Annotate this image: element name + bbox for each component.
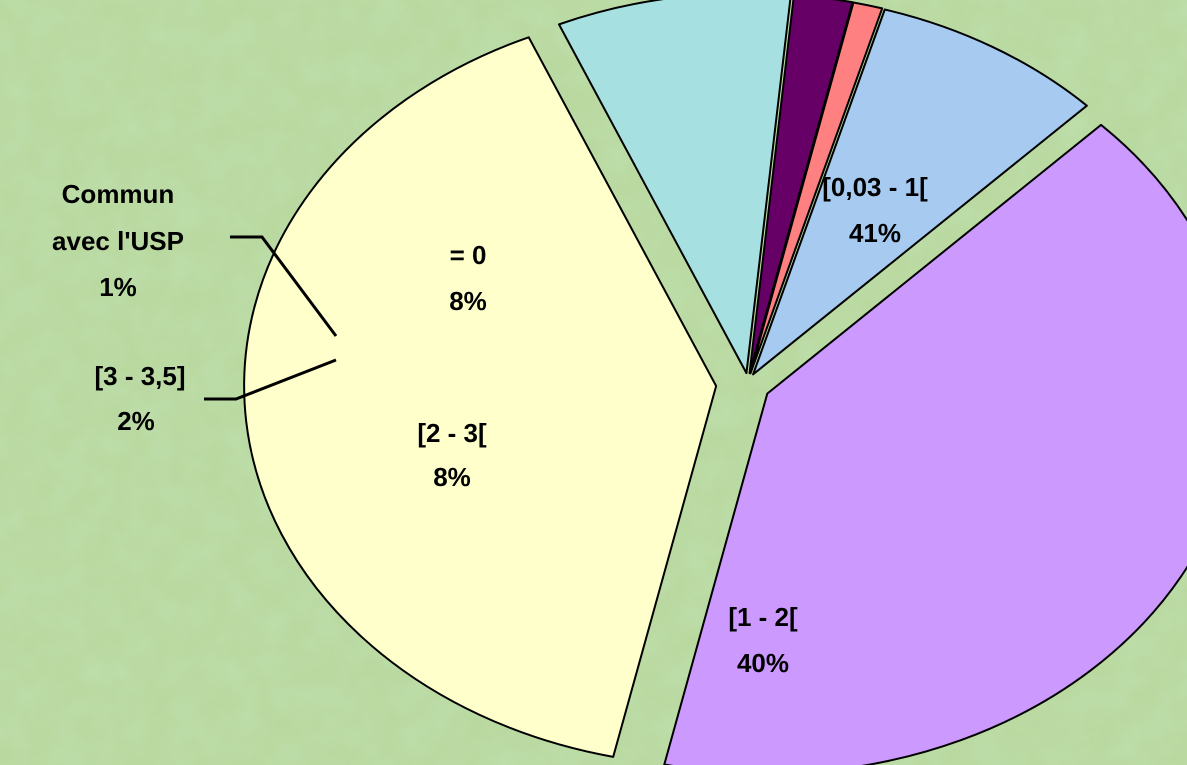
slice-percent-0-30-1: 41% xyxy=(849,218,901,248)
leader-lines xyxy=(204,235,338,401)
slice-percent-zero: 8% xyxy=(449,286,487,316)
slice-zero xyxy=(752,8,1088,376)
slice-label-1-2: [1 - 2[ xyxy=(728,602,798,632)
leader-line-commun xyxy=(230,235,338,337)
slice-label-3-3-5: [3 - 3,5] xyxy=(94,361,185,391)
slice-commun xyxy=(749,1,884,375)
slice-percent-1-2: 40% xyxy=(737,648,789,678)
slice-label-commun-line2: avec l'USP xyxy=(52,226,184,256)
slice-percent-3-3-5: 2% xyxy=(117,406,155,436)
slice-percent-2-3: 8% xyxy=(433,462,471,492)
leader-line-3-3-5 xyxy=(204,358,337,401)
slice-2-3 xyxy=(557,0,792,375)
slice-percent-commun: 1% xyxy=(99,272,137,302)
slice-label-2-3: [2 - 3[ xyxy=(417,418,487,448)
slice-label-0-30-1: [0,03 - 1[ xyxy=(822,172,928,202)
slice-1-2 xyxy=(243,36,718,758)
slice-0-03-1 xyxy=(663,123,1187,765)
pie-slices xyxy=(243,0,1187,765)
slice-label-commun-line1: Commun xyxy=(62,179,175,209)
slice-label-zero: = 0 xyxy=(450,240,487,270)
